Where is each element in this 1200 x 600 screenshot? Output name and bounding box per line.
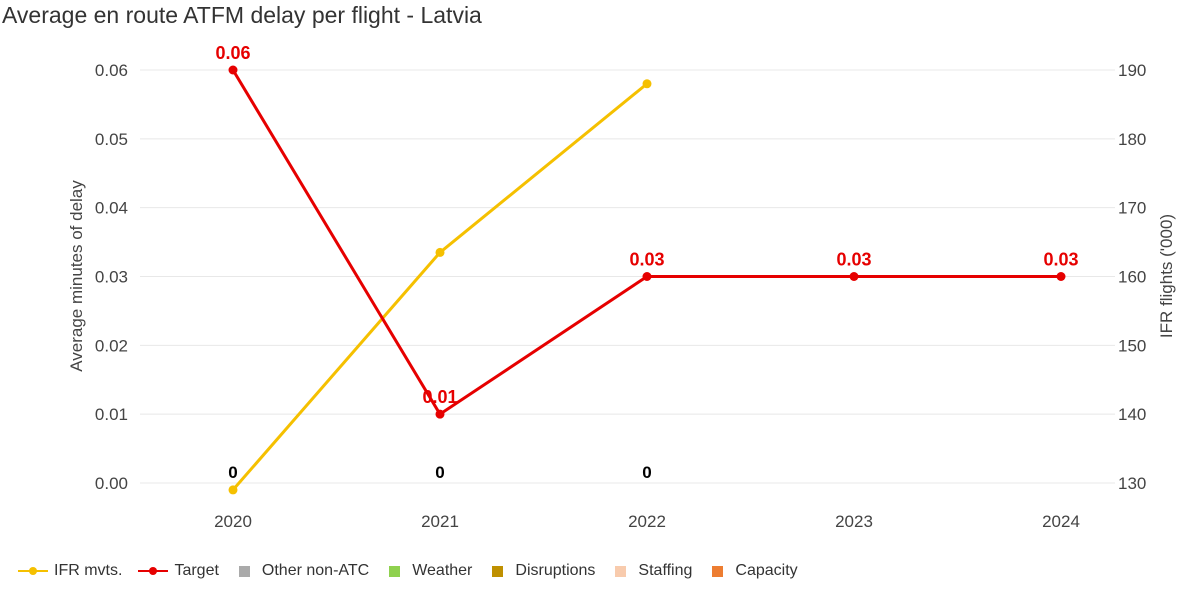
x-tick-label: 2021: [421, 512, 459, 531]
y-left-tick-label: 0.06: [95, 61, 128, 80]
y-left-axis-title: Average minutes of delay: [67, 180, 86, 372]
target-point: [435, 409, 445, 419]
legend-line-marker: [138, 563, 169, 579]
y-left-tick-label: 0.03: [95, 268, 128, 287]
y-right-tick-label: 170: [1118, 199, 1146, 218]
legend-label: Capacity: [735, 562, 798, 579]
y-right-axis-title: IFR flights ('000): [1157, 214, 1176, 338]
legend-item-other-non-atc[interactable]: Other non-ATC: [235, 562, 369, 580]
target-point: [849, 272, 859, 281]
y-left-tick-label: 0.01: [95, 405, 128, 424]
y-right-tick-label: 180: [1118, 130, 1146, 149]
target-data-label: 0.03: [1043, 250, 1078, 270]
bar-total-label: 0: [228, 463, 237, 482]
target-line: [231, 69, 1061, 416]
legend-item-target[interactable]: Target: [138, 562, 219, 580]
legend-label: Target: [174, 562, 219, 579]
y-right-tick-label: 140: [1118, 405, 1146, 424]
legend-label: Disruptions: [515, 562, 596, 579]
chart-legend: IFR mvts. Target Other non-ATC Weather Disru…: [18, 562, 814, 580]
y-left-tick-label: 0.04: [95, 199, 128, 218]
target-point: [228, 65, 238, 75]
legend-swatch: [389, 565, 401, 577]
legend-swatch: [712, 565, 724, 577]
target-point: [1056, 272, 1066, 281]
y-right-tick-label: 190: [1118, 61, 1146, 80]
legend-item-weather[interactable]: Weather: [385, 562, 472, 580]
legend-swatch: [615, 565, 627, 577]
target-data-label: 0.01: [422, 387, 457, 407]
legend-label: IFR mvts.: [54, 562, 123, 579]
legend-label: Weather: [412, 562, 473, 579]
legend-item-capacity[interactable]: Capacity: [708, 562, 798, 580]
y-right-tick-label: 150: [1118, 336, 1146, 355]
x-tick-label: 2022: [628, 512, 666, 531]
y-right-tick-label: 160: [1118, 268, 1146, 287]
legend-line-marker: [18, 563, 48, 579]
y-right-tick-label: 130: [1118, 474, 1146, 493]
legend-item-disruptions[interactable]: Disruptions: [488, 562, 595, 580]
legend-label: Staffing: [638, 562, 693, 579]
target-data-label: 0.06: [215, 43, 250, 63]
y-left-tick-label: 0.00: [95, 474, 128, 493]
bar-total-label: 0: [642, 463, 651, 482]
x-tick-label: 2024: [1042, 512, 1080, 531]
target-point: [642, 272, 652, 281]
ifr-mvts-point: [435, 247, 445, 257]
bar-total-label: 0: [435, 463, 444, 482]
chart-title: Average en route ATFM delay per flight -…: [2, 2, 482, 28]
legend-item-staffing[interactable]: Staffing: [611, 562, 692, 580]
target-data-label: 0.03: [629, 250, 664, 270]
x-tick-label: 2020: [214, 512, 252, 531]
y-left-tick-label: 0.05: [95, 130, 128, 149]
ifr-mvts-point: [228, 485, 238, 495]
legend-item-ifr-mvts[interactable]: IFR mvts.: [18, 562, 122, 580]
x-tick-label: 2023: [835, 512, 873, 531]
ifr-mvts-point: [642, 79, 652, 89]
legend-swatch: [492, 565, 504, 577]
ifr-mvts-line: [231, 82, 648, 491]
legend-label: Other non-ATC: [261, 562, 370, 579]
y-left-tick-label: 0.02: [95, 336, 128, 355]
legend-swatch: [238, 565, 250, 577]
target-data-label: 0.03: [836, 250, 871, 270]
